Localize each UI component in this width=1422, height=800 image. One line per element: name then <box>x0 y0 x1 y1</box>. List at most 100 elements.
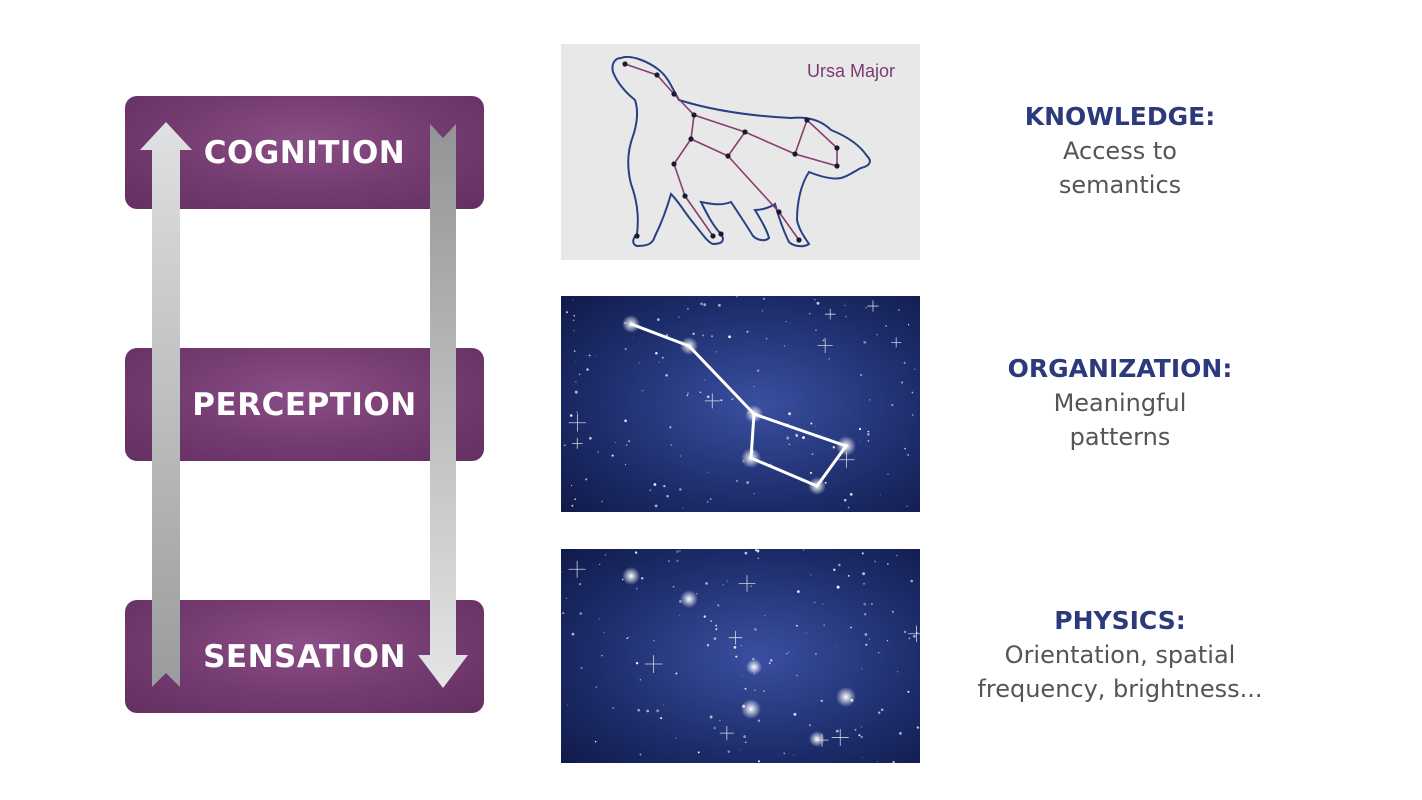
background-star <box>709 715 713 719</box>
background-star <box>635 587 638 590</box>
background-star <box>665 373 668 377</box>
background-star <box>715 628 718 631</box>
background-star <box>865 307 867 309</box>
background-star <box>668 560 670 562</box>
background-star <box>880 708 884 712</box>
background-star <box>703 303 707 307</box>
background-star <box>679 549 681 552</box>
background-star <box>916 726 920 729</box>
background-star <box>704 379 706 381</box>
background-star <box>843 498 847 502</box>
background-star <box>707 471 709 473</box>
background-star <box>847 506 850 509</box>
sparkle-star <box>738 575 756 592</box>
background-star <box>788 412 792 416</box>
background-star <box>586 355 588 356</box>
background-star <box>675 672 678 675</box>
background-star <box>666 495 669 498</box>
background-star <box>743 735 747 739</box>
background-star <box>763 690 765 692</box>
background-star <box>663 484 666 488</box>
background-star <box>863 602 867 606</box>
background-star <box>641 389 643 392</box>
sparkle-star <box>817 338 833 353</box>
background-star <box>768 662 771 665</box>
background-star <box>663 704 665 706</box>
background-star <box>761 310 764 312</box>
background-star <box>641 577 644 580</box>
background-star <box>638 362 640 364</box>
ursa-major-caption: Ursa Major <box>807 61 895 81</box>
background-star <box>733 646 737 649</box>
background-star <box>595 355 597 357</box>
background-star <box>601 500 604 503</box>
background-star <box>571 504 574 507</box>
background-star <box>757 557 760 559</box>
knowledge-line-1: Access to <box>1063 137 1177 165</box>
background-star <box>669 426 672 429</box>
physics-line-2: frequency, brightness... <box>977 675 1263 703</box>
background-star <box>753 386 755 387</box>
background-star <box>879 494 881 496</box>
background-star <box>713 637 717 640</box>
background-star <box>785 321 787 323</box>
background-star <box>907 690 910 693</box>
background-star <box>797 590 800 593</box>
background-star <box>687 307 689 310</box>
background-star <box>726 580 728 582</box>
organization-line-1: Meaningful <box>1053 389 1187 417</box>
background-star <box>597 451 599 453</box>
background-star <box>585 478 588 481</box>
background-star <box>862 582 866 585</box>
background-star <box>598 618 600 620</box>
background-star <box>561 570 562 573</box>
background-star <box>896 671 899 673</box>
background-star <box>637 708 640 712</box>
background-star <box>861 552 864 555</box>
background-star <box>815 425 816 427</box>
organization-description: ORGANIZATION: Meaningful patterns <box>960 352 1280 454</box>
background-star <box>612 707 615 709</box>
background-star <box>793 754 795 756</box>
background-star <box>756 369 760 372</box>
background-star <box>573 315 576 317</box>
background-star <box>746 481 750 484</box>
background-star <box>878 711 881 714</box>
background-star <box>783 752 786 755</box>
background-star <box>898 309 900 311</box>
background-star <box>910 579 913 583</box>
background-star <box>709 498 712 501</box>
background-star <box>678 316 680 319</box>
background-star <box>744 551 748 555</box>
sparkle-star <box>867 300 879 312</box>
sparkle-star <box>831 729 849 746</box>
background-star <box>720 399 723 402</box>
organization-title: ORGANIZATION: <box>1007 354 1233 383</box>
background-star <box>815 329 817 332</box>
background-star <box>863 340 867 344</box>
ursa-major-panel: Ursa Major <box>561 44 920 260</box>
background-star <box>653 639 655 642</box>
background-star <box>571 632 575 636</box>
background-star <box>762 297 766 300</box>
background-star <box>757 760 761 763</box>
background-star <box>836 585 840 589</box>
background-star <box>789 322 791 324</box>
sparkle-star <box>571 438 583 449</box>
background-star <box>682 507 684 509</box>
background-star <box>599 563 601 566</box>
background-star <box>735 655 738 658</box>
background-star <box>757 719 761 722</box>
background-star <box>754 689 756 692</box>
background-star <box>823 624 825 626</box>
sparkle-star <box>568 414 587 432</box>
background-star <box>809 471 813 474</box>
background-star <box>906 505 908 507</box>
background-star <box>788 443 790 446</box>
background-star <box>860 735 863 739</box>
background-star <box>756 549 760 553</box>
background-star <box>874 560 877 563</box>
knowledge-title: KNOWLEDGE: <box>1024 102 1216 131</box>
perception-box <box>125 348 484 461</box>
